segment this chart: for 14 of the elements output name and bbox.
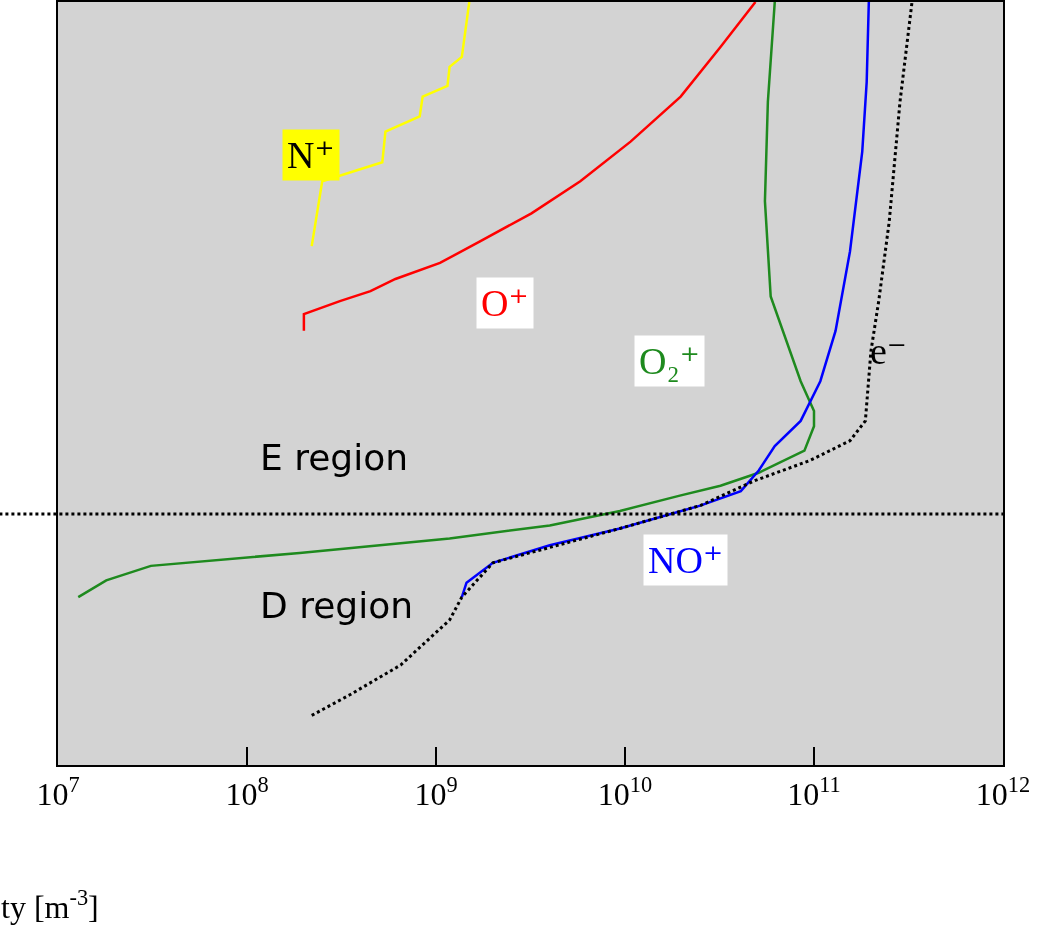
series-label: NO⁺ — [648, 539, 723, 581]
x-tick-label: 10$^{11}$ — [787, 771, 841, 813]
x-tick-label: 10$^{12}$ — [975, 771, 1031, 813]
x-axis-title: ty [m$^{-3}$] — [1, 885, 99, 926]
annotation: E region — [260, 437, 409, 478]
annotation: D region — [260, 585, 414, 626]
x-tick-label: 10$^{7}$ — [36, 771, 80, 813]
series-label: N⁺ — [287, 134, 335, 176]
x-tick-label: 10$^{10}$ — [597, 771, 653, 813]
text: O₂⁺ — [639, 340, 700, 382]
x-tick-label: 10$^{8}$ — [225, 771, 269, 813]
x-tick-label: 10$^{9}$ — [414, 771, 458, 813]
series-label: e⁻ — [870, 330, 907, 372]
series-label: O⁺ — [481, 282, 529, 324]
